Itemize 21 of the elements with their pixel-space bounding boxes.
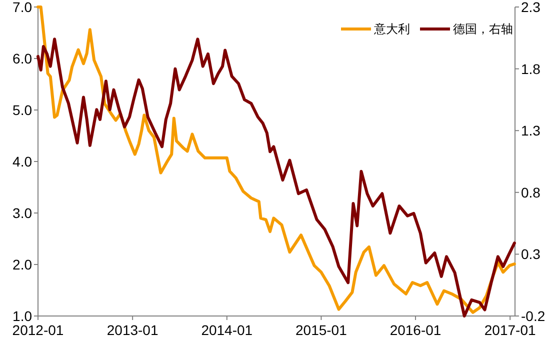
y2-tick-label: 2.3	[521, 0, 541, 15]
y-tick-label: 6.0	[12, 50, 32, 66]
y-tick-label: 5.0	[12, 102, 32, 118]
y2-tick-label: 1.3	[521, 122, 541, 139]
y-tick-label: 3.0	[12, 205, 32, 221]
x-tick-label: 2016-01	[390, 322, 442, 338]
x-tick-label: 2013-01	[106, 322, 158, 338]
x-tick-label: 2015-01	[296, 322, 348, 338]
x-tick-label: 2014-01	[201, 322, 253, 338]
y2-tick-label: 1.8	[521, 60, 541, 77]
y2-tick-label: 0.8	[521, 184, 541, 200]
legend-label: 意大利	[373, 22, 410, 36]
y-tick-label: 7.0	[12, 0, 32, 15]
y-tick-label: 1.0	[12, 308, 32, 324]
x-tick-label: 2012-01	[12, 322, 64, 338]
y-tick-label: 2.0	[12, 256, 32, 272]
y-tick-label: 4.0	[12, 154, 32, 170]
y2-tick-label: 0.3	[521, 246, 541, 262]
y2-tick-label: -0.2	[521, 308, 546, 324]
x-tick-label: 2017-01	[484, 322, 536, 338]
legend-label: 德国，右轴	[453, 22, 513, 36]
